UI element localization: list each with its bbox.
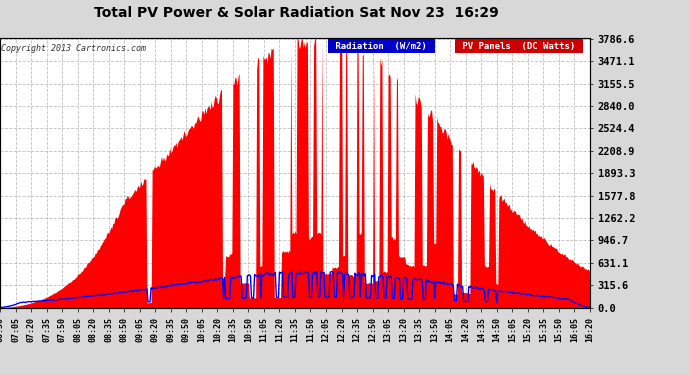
Text: Total PV Power & Solar Radiation Sat Nov 23  16:29: Total PV Power & Solar Radiation Sat Nov… xyxy=(95,6,499,20)
Text: PV Panels  (DC Watts): PV Panels (DC Watts) xyxy=(457,42,581,51)
Text: Radiation  (W/m2): Radiation (W/m2) xyxy=(331,42,433,51)
Text: Copyright 2013 Cartronics.com: Copyright 2013 Cartronics.com xyxy=(1,44,146,53)
